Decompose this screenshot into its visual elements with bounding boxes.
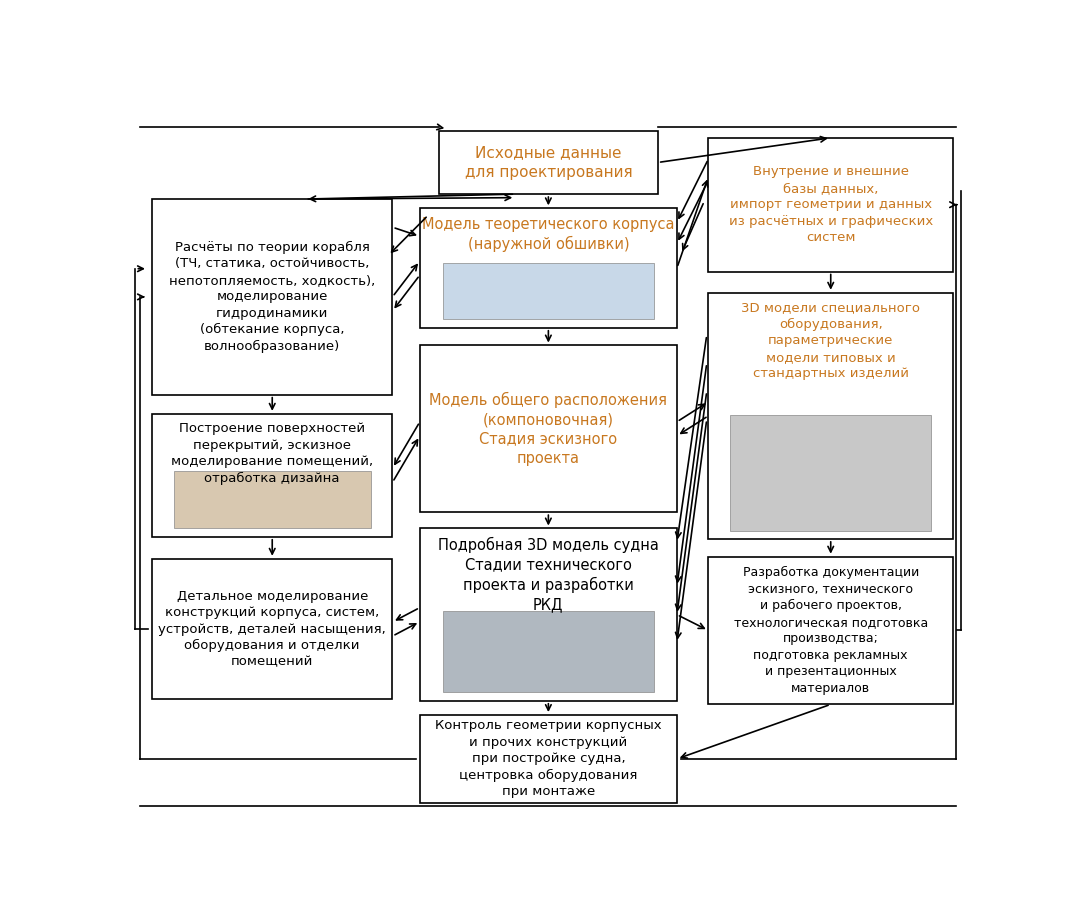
Text: 3D модели специального
оборудования,
параметрические
модели типовых и
стандартны: 3D модели специального оборудования, пар… (742, 301, 920, 380)
FancyBboxPatch shape (152, 414, 393, 537)
FancyBboxPatch shape (708, 138, 953, 271)
FancyBboxPatch shape (152, 199, 393, 395)
Bar (443, 611, 654, 693)
Text: Модель общего расположения
(компоновочная)
Стадия эскизного
проекта: Модель общего расположения (компоновочна… (429, 392, 668, 466)
FancyBboxPatch shape (708, 292, 953, 539)
Text: Внутрение и внешние
базы данных,
импорт геометрии и данных
из расчётных и графич: Внутрение и внешние базы данных, импорт … (729, 165, 933, 244)
Bar (731, 415, 931, 530)
FancyBboxPatch shape (439, 131, 658, 194)
Text: Подробная 3D модель судна
Стадии технического
проекта и разработки
РКД: Подробная 3D модель судна Стадии техниче… (438, 537, 659, 612)
Text: Разработка документации
эскизного, технического
и рабочего проектов,
технологиче: Разработка документации эскизного, техни… (734, 566, 928, 695)
FancyBboxPatch shape (419, 345, 677, 512)
FancyBboxPatch shape (419, 528, 677, 701)
Bar (173, 471, 371, 528)
FancyBboxPatch shape (419, 208, 677, 328)
Bar (443, 263, 654, 319)
Text: Расчёты по теории корабля
(ТЧ, статика, остойчивость,
непотопляемость, ходкость): Расчёты по теории корабля (ТЧ, статика, … (169, 240, 376, 353)
FancyBboxPatch shape (708, 557, 953, 705)
Text: Модель теоретического корпуса
(наружной обшивки): Модель теоретического корпуса (наружной … (423, 217, 674, 252)
Text: Контроль геометрии корпусных
и прочих конструкций
при постройке судна,
центровка: Контроль геометрии корпусных и прочих ко… (435, 719, 661, 799)
Text: Исходные данные
для проектирования: Исходные данные для проектирования (464, 145, 632, 179)
Text: Детальное моделирование
конструкций корпуса, систем,
устройств, деталей насыщени: Детальное моделирование конструкций корп… (158, 590, 386, 669)
FancyBboxPatch shape (152, 558, 393, 699)
FancyBboxPatch shape (419, 715, 677, 802)
Text: Построение поверхностей
перекрытий, эскизное
моделирование помещений,
отработка : Построение поверхностей перекрытий, эски… (171, 422, 373, 484)
